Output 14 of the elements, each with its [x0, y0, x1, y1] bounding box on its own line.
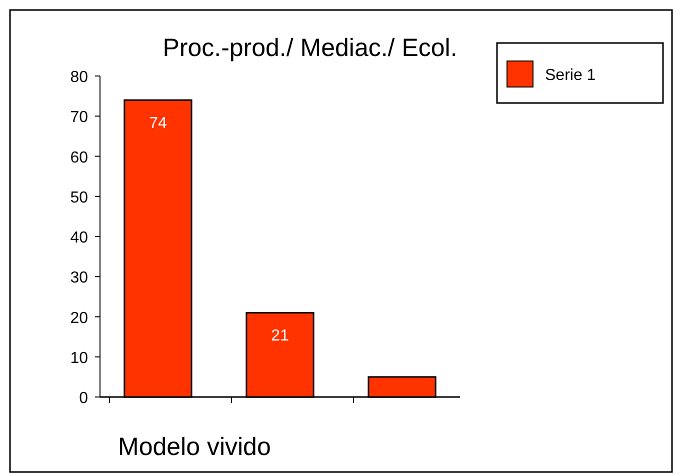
y-tick-label: 30	[70, 270, 88, 287]
y-tick-label: 60	[70, 149, 88, 166]
y-tick-label: 40	[70, 230, 88, 246]
chart-title: Proc.-prod./ Mediac./ Ecol.	[162, 34, 458, 62]
y-tick-label: 50	[70, 189, 88, 206]
data-label: 21	[271, 328, 289, 345]
y-tick-label: 20	[70, 310, 88, 327]
data-label: 74	[149, 115, 167, 132]
y-tick-label: 80	[70, 69, 88, 86]
y-tick-label: 70	[70, 109, 88, 126]
y-tick-label: 10	[70, 350, 88, 367]
y-tick-label: 0	[79, 390, 88, 407]
x-axis-title: Modelo vivido	[118, 433, 271, 461]
legend-label: Serie 1	[545, 67, 596, 84]
